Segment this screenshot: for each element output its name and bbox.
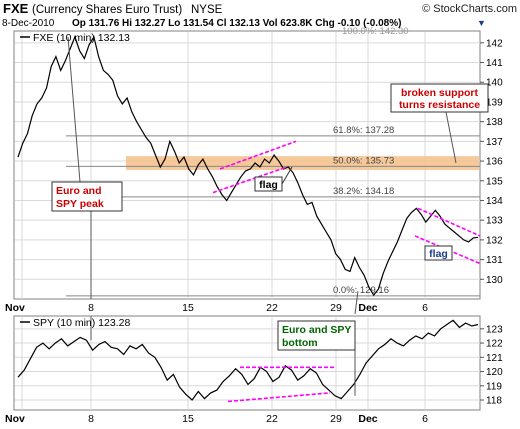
quote-line: Op 131.76 Hi 132.27 Lo 131.54 Cl 132.13 … xyxy=(72,18,401,29)
symbol-title: FXE xyxy=(3,1,29,16)
x-tick-label: 8 xyxy=(88,413,94,425)
flag-label: flag xyxy=(429,248,448,260)
x-tick-label: Dec xyxy=(358,302,377,314)
callout-bottom: Euro and SPY bottom xyxy=(277,320,356,351)
callout-pointer xyxy=(354,291,359,315)
fib-label: 38.2%: 134.18 xyxy=(333,186,394,197)
y-tick-label: 118 xyxy=(486,396,502,407)
y-tick-label: 132 xyxy=(486,235,503,246)
flag-trendline xyxy=(219,140,297,170)
y-tick-label: 139 xyxy=(486,97,503,108)
x-tick-label: 22 xyxy=(266,413,278,425)
exchange-label: NYSE xyxy=(191,4,223,16)
symbol-name: (Currency Shares Euro Trust) xyxy=(32,4,182,16)
fxe-legend: FXE (10 min) 132.13 xyxy=(20,32,130,44)
callout-peak-line1: Euro and xyxy=(56,185,102,197)
spy-panel-frame xyxy=(13,315,481,411)
x-tick-label: 6 xyxy=(422,302,428,314)
flag-trendline xyxy=(212,166,288,194)
x-tick-label: Dec xyxy=(358,413,377,425)
fxe-panel: 61.8%: 137.28 50.0%: 135.73 38.2%: 134.18 0… xyxy=(5,26,503,315)
fib-label: 50.0%: 135.73 xyxy=(333,155,394,166)
y-tick-label: 135 xyxy=(486,176,503,187)
callout-pointer xyxy=(445,111,457,164)
y-tick-label: 136 xyxy=(486,157,503,168)
flag-trendline xyxy=(417,207,481,237)
flag-pointer xyxy=(281,166,293,185)
y-tick-label: 130 xyxy=(486,275,503,286)
y-tick-label: 140 xyxy=(486,78,503,89)
x-tick-label: 29 xyxy=(330,302,342,314)
y-tick-label: 120 xyxy=(486,367,503,378)
spy-panel: 118 119 120 121 122 123 Nov 8 15 22 29 Dec 6 xyxy=(5,315,503,425)
callout-peak: Euro and SPY peak xyxy=(51,181,123,212)
flag-label-box xyxy=(424,245,453,261)
x-tick-label: 22 xyxy=(266,302,278,314)
x-tick-label: 6 xyxy=(422,413,428,425)
callout-bottom-line2: bottom xyxy=(282,337,318,349)
fxe-legend-label: FXE (10 min) 132.13 xyxy=(33,32,130,44)
x-tick-label: Nov xyxy=(5,413,25,425)
callout-resistance-line1: broken support xyxy=(401,87,479,99)
x-tick-label: 8 xyxy=(88,302,94,314)
y-tick-label: 122 xyxy=(486,339,503,350)
y-tick-label: 123 xyxy=(486,324,503,335)
y-tick-label: 133 xyxy=(486,216,503,227)
callout-resistance-line2: turns resistance xyxy=(399,99,480,111)
x-tick-label: 15 xyxy=(182,413,194,425)
callout-peak-line2: SPY peak xyxy=(56,198,104,210)
fib-label: 0.0%: 129.16 xyxy=(333,285,389,296)
y-tick-label: 142 xyxy=(486,38,503,49)
fxe-price-line xyxy=(17,35,479,297)
y-tick-label: 137 xyxy=(486,137,503,148)
spy-legend-label: SPY (10 min) 123.28 xyxy=(33,317,130,329)
y-tick-label: 131 xyxy=(486,255,503,266)
x-tick-label: 29 xyxy=(330,413,342,425)
spy-legend: SPY (10 min) 123.28 xyxy=(20,317,130,329)
x-tick-label: Nov xyxy=(5,302,25,314)
y-tick-label: 138 xyxy=(486,117,503,128)
date-label: 8-Dec-2010 xyxy=(2,18,55,29)
y-tick-label: 141 xyxy=(486,58,503,69)
chg-arrow-icon: ▼ xyxy=(477,18,486,28)
y-tick-label: 119 xyxy=(486,381,502,392)
range-line xyxy=(227,392,331,403)
flag-label: flag xyxy=(259,179,278,191)
callout-pointer xyxy=(67,36,81,183)
fib-label: 100.0%: 142.30 xyxy=(342,26,409,37)
fib-label: 61.8%: 137.28 xyxy=(333,125,394,136)
y-tick-label: 134 xyxy=(486,196,503,207)
y-tick-label: 121 xyxy=(486,353,503,364)
callout-resistance: broken support turns resistance xyxy=(390,83,489,113)
x-tick-label: 15 xyxy=(182,302,194,314)
watermark: © StockCharts.com xyxy=(422,3,517,15)
callout-bottom-line1: Euro and SPY xyxy=(282,324,351,336)
spy-price-line xyxy=(17,319,479,401)
